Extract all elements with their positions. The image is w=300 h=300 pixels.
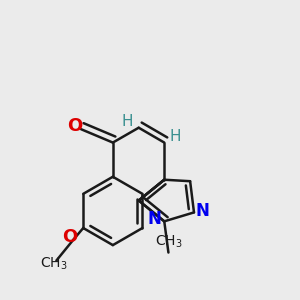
Text: CH$_3$: CH$_3$ xyxy=(40,255,67,272)
Text: H: H xyxy=(170,129,181,144)
Text: N: N xyxy=(196,202,210,220)
Text: CH$_3$: CH$_3$ xyxy=(154,234,182,250)
Text: H: H xyxy=(121,114,133,129)
Text: O: O xyxy=(67,117,82,135)
Text: N: N xyxy=(148,210,162,228)
Text: O: O xyxy=(62,228,77,246)
